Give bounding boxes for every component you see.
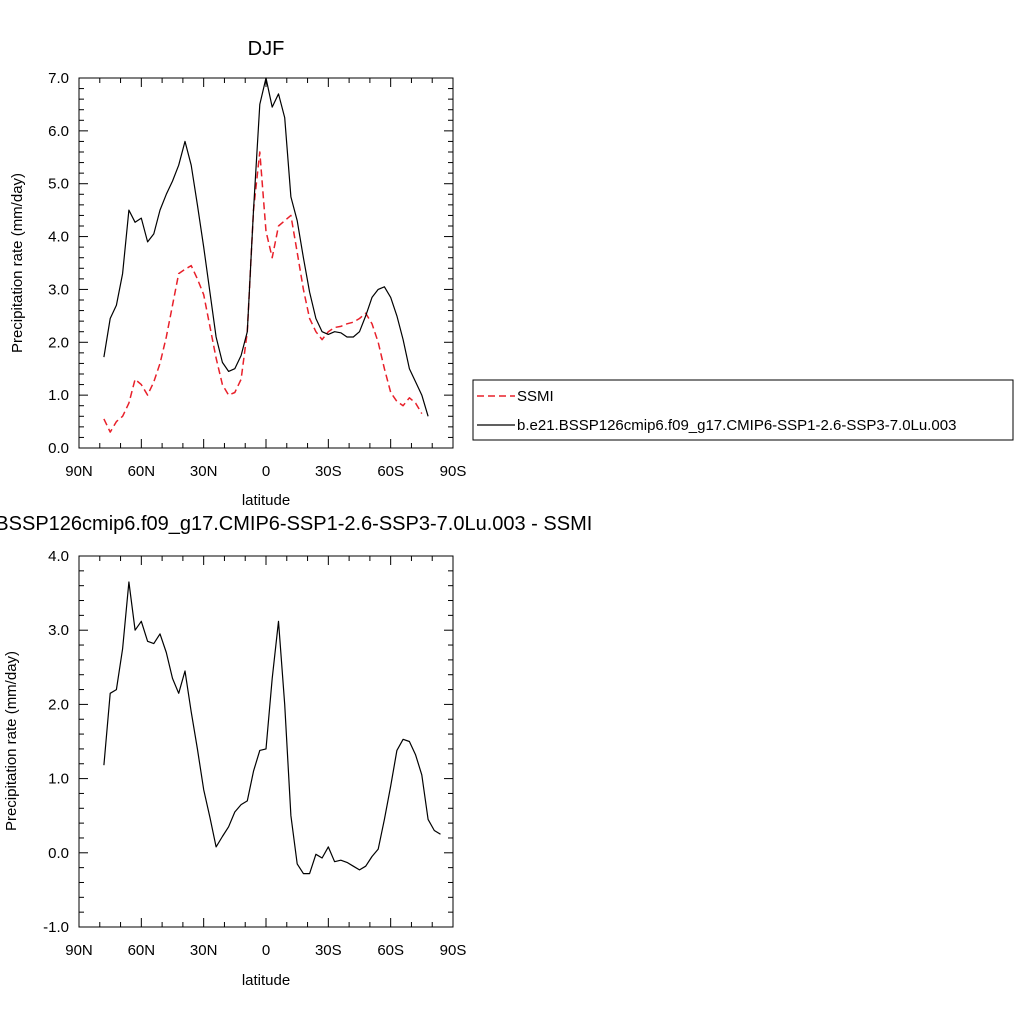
x-tick-label: 90S — [440, 942, 467, 959]
y-tick-label: 5.0 — [48, 176, 69, 193]
bottom-panel-difference: b.e21.BSSP126cmip6.f09_g17.CMIP6-SSP1-2.… — [0, 513, 592, 989]
x-axis-label: latitude — [242, 972, 290, 989]
x-tick-label: 60N — [128, 942, 156, 959]
y-tick-label: 3.0 — [48, 622, 69, 639]
y-tick-label: 1.0 — [48, 387, 69, 404]
chart-title: DJF — [248, 38, 285, 60]
legend-label-model: b.e21.BSSP126cmip6.f09_g17.CMIP6-SSP1-2.… — [517, 417, 956, 434]
y-tick-label: 1.0 — [48, 771, 69, 788]
y-axis-label: Precipitation rate (mm/day) — [3, 651, 20, 831]
x-tick-label: 0 — [262, 942, 270, 959]
plot-frame — [78, 77, 454, 449]
legend: SSMI b.e21.BSSP126cmip6.f09_g17.CMIP6-SS… — [472, 379, 1014, 441]
x-tick-label: 60N — [128, 463, 156, 480]
series-line-model — [103, 77, 429, 417]
y-tick-label: 4.0 — [48, 229, 69, 246]
x-tick-label: 90S — [440, 463, 467, 480]
series-line-ssmi — [103, 151, 423, 433]
y-tick-label: 3.0 — [48, 281, 69, 298]
x-tick-label: 90N — [65, 463, 93, 480]
y-tick-label: 2.0 — [48, 696, 69, 713]
y-tick-label: 4.0 — [48, 548, 69, 565]
x-tick-label: 90N — [65, 942, 93, 959]
x-tick-label: 30N — [190, 463, 218, 480]
x-axis-label: latitude — [242, 492, 290, 509]
x-tick-label: 30S — [315, 942, 342, 959]
legend-label-ssmi: SSMI — [517, 388, 554, 405]
y-tick-label: -1.0 — [43, 919, 69, 936]
legend-box — [472, 379, 1014, 441]
series-line-difference — [103, 581, 441, 875]
y-tick-label: 2.0 — [48, 334, 69, 351]
y-axis-label: Precipitation rate (mm/day) — [9, 173, 26, 353]
x-tick-label: 0 — [262, 463, 270, 480]
y-tick-label: 6.0 — [48, 123, 69, 140]
x-tick-label: 30S — [315, 463, 342, 480]
y-tick-label: 0.0 — [48, 440, 69, 457]
x-tick-label: 60S — [377, 463, 404, 480]
x-tick-label: 60S — [377, 942, 404, 959]
plot-frame — [78, 555, 454, 928]
x-tick-label: 30N — [190, 942, 218, 959]
y-tick-label: 0.0 — [48, 845, 69, 862]
chart-title: b.e21.BSSP126cmip6.f09_g17.CMIP6-SSP1-2.… — [0, 513, 592, 535]
y-tick-label: 7.0 — [48, 70, 69, 87]
top-panel-djf: DJF Precipitation rate (mm/day) latitude… — [9, 38, 1014, 509]
